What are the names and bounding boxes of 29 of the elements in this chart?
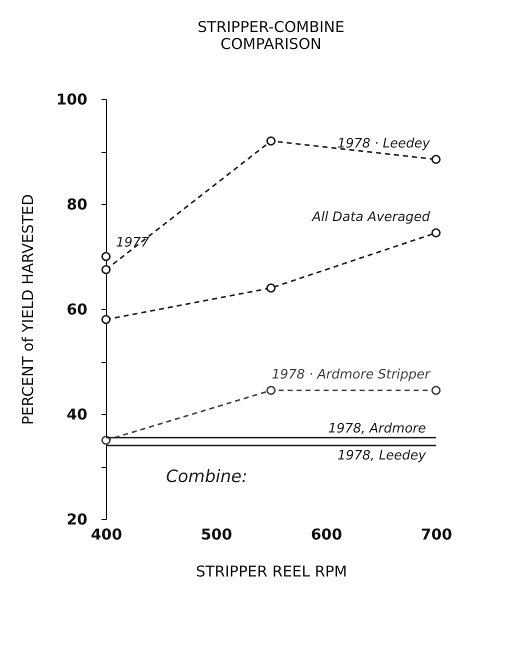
point <box>431 228 441 238</box>
point <box>266 283 276 293</box>
point <box>101 264 111 274</box>
y-tick-label: 60 <box>66 300 88 318</box>
point <box>431 154 441 164</box>
series-label: 1978, Ardmore <box>328 422 426 437</box>
series-label: 1978 · Ardmore Stripper <box>272 367 432 382</box>
point <box>101 436 111 445</box>
y-tick-label: 20 <box>66 510 88 528</box>
series-label: All Data Averaged <box>311 210 431 225</box>
y-tick-label: 40 <box>66 406 88 424</box>
y-tick-label: 100 <box>56 90 88 108</box>
point <box>266 136 276 146</box>
x-axis-title: STRIPPER REEL RPM <box>196 562 348 580</box>
series-label: 1978 · Leedey <box>337 136 430 152</box>
x-tick-label: 500 <box>200 526 232 544</box>
point <box>101 314 111 324</box>
annotation: Combine: <box>166 467 248 487</box>
point <box>101 252 111 262</box>
x-tick-label: 600 <box>310 526 342 544</box>
x-tick-label: 700 <box>420 526 452 544</box>
point <box>266 386 276 396</box>
y-tick-label: 80 <box>66 196 88 214</box>
point <box>431 386 441 396</box>
x-tick-label: 400 <box>90 526 122 544</box>
chart-title: STRIPPER-COMBINE COMPARISON <box>198 18 344 53</box>
series-label: 1978, Leedey <box>337 448 426 464</box>
series-label: 1977 <box>116 236 150 250</box>
y-axis-title: PERCENT of YIELD HARVESTED <box>19 194 38 425</box>
